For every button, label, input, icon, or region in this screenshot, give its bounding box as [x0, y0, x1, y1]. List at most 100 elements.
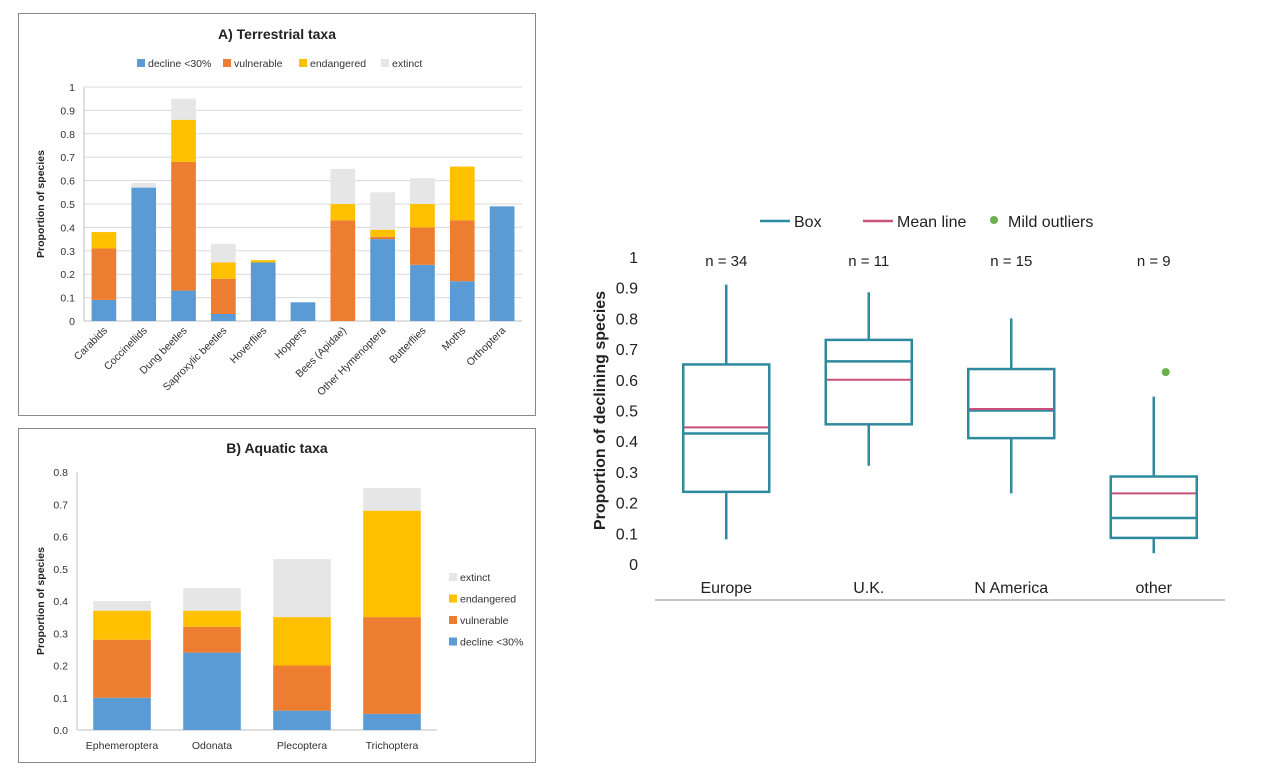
bar-butterflies-decline-30	[410, 264, 435, 321]
x-tick-label-carabids: Carabids	[72, 325, 110, 363]
bar-moths-vulnerable	[449, 220, 475, 282]
legend-label-mean-line: Mean line	[897, 214, 966, 231]
x-tick-label-plecoptera: Plecoptera	[277, 740, 327, 752]
legend-swatch-endangered	[299, 59, 307, 67]
n-label-europe: n = 34	[705, 253, 747, 270]
x-tick-label-u-k: U.K.	[853, 580, 884, 597]
legend-label-extinct: extinct	[460, 572, 490, 584]
bar-trichoptera-extinct	[363, 488, 421, 511]
bar-other-hymenoptera-endangered	[370, 229, 395, 237]
bar-bees-apidae-vulnerable	[330, 220, 356, 321]
legend-swatch-decline-30	[449, 637, 457, 646]
bar-carabids-vulnerable	[91, 248, 117, 300]
legend-label-endangered: endangered	[460, 594, 516, 606]
bar-butterflies-extinct	[410, 178, 435, 204]
y-tick-label: 0.5	[616, 404, 638, 421]
bar-other-hymenoptera-vulnerable	[370, 236, 395, 240]
bar-ephemeroptera-decline-30	[93, 697, 151, 730]
x-tick-label-europe: Europe	[700, 580, 752, 597]
y-tick-label: 0.4	[53, 596, 68, 608]
legend-swatch-decline-30	[137, 59, 145, 67]
aquatic-taxa-chart: B) Aquatic taxa 0.0 0.1 0.2 0.3 0.4 0.5 0.6 0.7 0…	[35, 440, 523, 752]
bar-moths-endangered	[449, 166, 475, 221]
bar-moths-decline-30	[449, 281, 475, 321]
y-tick-label: 0.4	[616, 434, 638, 451]
bar-orthoptera-decline-30	[489, 206, 515, 321]
y-tick-label: 0.8	[53, 467, 68, 479]
y-tick-label: 0.9	[60, 105, 75, 117]
legend-swatch-vulnerable	[449, 616, 457, 624]
y-tick-label: 0.2	[616, 496, 638, 513]
n-label-u-k: n = 11	[848, 253, 889, 270]
x-tick-label-other-hymenoptera: Other Hymenoptera	[315, 325, 389, 399]
y-tick-label: 0.2	[60, 269, 75, 281]
y-tick-label: 0.6	[616, 373, 638, 390]
bar-butterflies-vulnerable	[410, 227, 435, 265]
y-tick-label: 0.6	[60, 176, 75, 188]
y-tick-label: 0.5	[60, 199, 75, 211]
aquatic-taxa-chart-panel: B) Aquatic taxa 0.0 0.1 0.2 0.3 0.4 0.5 0.6 0.7 0…	[18, 428, 536, 763]
bar-trichoptera-vulnerable	[363, 617, 421, 714]
bar-coccinellids-decline-30	[131, 187, 157, 321]
bar-butterflies-endangered	[410, 204, 435, 228]
x-tick-label-odonata: Odonata	[192, 740, 232, 752]
chart-title: A) Terrestrial taxa	[218, 26, 336, 42]
terrestrial-taxa-chart: A) Terrestrial taxa 0 0.1 0.2 0.3 0.4 0.5 0.6 0.…	[35, 26, 522, 399]
y-tick-label: 0.3	[53, 628, 68, 640]
bar-hoverflies-endangered	[250, 260, 276, 263]
x-tick-label-other: other	[1136, 580, 1173, 597]
outlier-point-other	[1161, 368, 1170, 377]
bar-odonata-endangered	[183, 610, 241, 627]
y-tick-label: 0.1	[53, 693, 68, 705]
x-tick-label-n-america: N America	[974, 580, 1048, 597]
y-tick-label: 0.2	[53, 661, 68, 673]
y-tick-label: 0.1	[60, 293, 75, 305]
legend-swatch-endangered	[449, 594, 457, 603]
declining-species-boxplot-panel: Box Mean line Mild outliers 0 0.1 0.2 0.3 0.4 0.…	[560, 195, 1260, 615]
box-europe	[682, 363, 771, 494]
legend-label-decline-30: decline <30%	[148, 58, 211, 70]
bar-trichoptera-endangered	[363, 510, 421, 618]
y-tick-label: 0	[69, 316, 75, 328]
y-tick-label: 0.5	[53, 564, 68, 576]
terrestrial-taxa-chart-panel: A) Terrestrial taxa 0 0.1 0.2 0.3 0.4 0.5 0.6 0.…	[18, 13, 536, 416]
bar-other-hymenoptera-decline-30	[370, 239, 395, 321]
x-tick-label-orthoptera: Orthoptera	[464, 325, 508, 369]
y-tick-label: 0.9	[616, 281, 638, 298]
bar-hoppers-decline-30	[290, 302, 316, 321]
bar-dung-beetles-decline-30	[171, 290, 196, 321]
legend-label-vulnerable: vulnerable	[460, 615, 509, 627]
y-tick-label: 0.7	[60, 152, 75, 164]
legend-label-vulnerable: vulnerable	[234, 58, 283, 70]
y-tick-label: 0.6	[53, 532, 68, 544]
x-tick-label-hoverflies: Hoverflies	[228, 325, 269, 366]
bar-ephemeroptera-endangered	[93, 610, 151, 640]
y-tick-label: 0.3	[60, 246, 75, 258]
y-tick-label: 0.7	[53, 499, 68, 511]
bar-odonata-decline-30	[183, 652, 241, 730]
bar-saproxylic-beetles-vulnerable	[211, 278, 236, 314]
y-tick-label: 0.7	[616, 342, 638, 359]
bar-saproxylic-beetles-extinct	[211, 243, 236, 263]
y-tick-label: 1	[629, 250, 638, 267]
y-axis-label: Proportion of species	[35, 547, 47, 655]
bar-carabids-decline-30	[91, 299, 117, 321]
y-tick-label: 0	[629, 557, 638, 574]
y-tick-label: 0.3	[616, 465, 638, 482]
legend-label-endangered: endangered	[310, 58, 366, 70]
n-label-n-america: n = 15	[990, 253, 1032, 270]
bar-ephemeroptera-vulnerable	[93, 639, 151, 698]
x-tick-label-moths: Moths	[440, 325, 469, 354]
legend-swatch-extinct	[381, 59, 389, 67]
x-tick-label-butterflies: Butterflies	[387, 325, 428, 366]
bar-odonata-extinct	[183, 588, 241, 611]
legend-label-decline-30: decline <30%	[460, 637, 523, 649]
x-tick-label-trichoptera: Trichoptera	[366, 740, 419, 752]
bar-dung-beetles-vulnerable	[171, 161, 196, 291]
box-other	[1109, 475, 1198, 540]
bar-bees-apidae-endangered	[330, 204, 356, 221]
y-tick-label: 0.8	[60, 129, 75, 141]
box-u-k	[824, 338, 913, 426]
legend-label-box: Box	[794, 214, 822, 231]
bar-hoverflies-decline-30	[250, 262, 276, 321]
